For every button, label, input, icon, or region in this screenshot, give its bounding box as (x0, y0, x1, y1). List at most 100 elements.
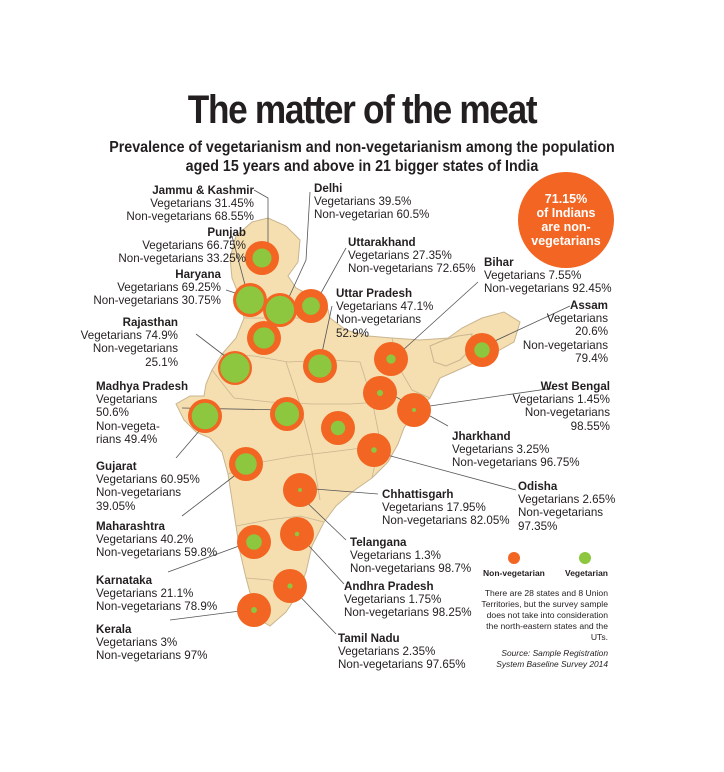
state-name: Delhi (314, 182, 343, 195)
label-jammu-kashmir: Jammu & Kashmir Vegetarians 31.45% Non-v… (126, 184, 254, 224)
bubble-veg-jharkhand (376, 389, 384, 397)
label-kerala: Kerala Vegetarians 3% Non-vegetarians 97… (96, 623, 208, 663)
label-jharkhand: Jharkhand Vegetarians 3.25% Non-vegetari… (452, 430, 580, 470)
state-veg-value: 50.6% (96, 406, 129, 420)
footnote: There are 28 states and 8 Union Territor… (481, 588, 608, 642)
state-bubbles (188, 241, 499, 627)
legend-veg-label: Vegetarian (565, 568, 608, 578)
state-veg: Vegetarians 1.75% (344, 593, 442, 607)
state-veg: Vegetarians (96, 393, 158, 407)
state-veg: Vegetarians 3% (96, 636, 178, 650)
state-name: Gujarat (96, 460, 137, 473)
label-tamil-nadu: Tamil Nadu Vegetarians 2.35% Non-vegetar… (338, 632, 466, 672)
state-nonveg: Non-vegeta- (96, 419, 160, 433)
state-nonveg: Non-vegetarians 97% (96, 649, 208, 663)
state-nonveg: Non-vegetarians 97.65% (338, 658, 466, 672)
callout-badge: 71.15% of Indians are non- vegetarians (518, 172, 614, 268)
state-nonveg: Non-vegetarians (524, 406, 610, 420)
state-nonveg: Non-vegetarians 92.45% (484, 282, 612, 296)
state-veg: Vegetarians (546, 312, 608, 326)
label-haryana: Haryana Vegetarians 69.25% Non-vegetaria… (93, 268, 221, 308)
state-veg: Vegetarians 31.45% (150, 197, 254, 211)
state-veg: Vegetarians 39.5% (314, 195, 412, 209)
bubble-veg-west-bengal (411, 407, 417, 413)
state-nonveg: Non-vegetarians (336, 313, 422, 327)
state-name: Haryana (175, 268, 221, 281)
state-name: Jammu & Kashmir (152, 184, 254, 197)
source-note: Source: Sample Registration System Basel… (496, 648, 608, 669)
state-veg: Vegetarians 3.25% (452, 443, 550, 457)
label-andhra-pradesh: Andhra Pradesh Vegetarians 1.75% Non-veg… (344, 580, 472, 620)
label-uttarakhand: Uttarakhand Vegetarians 27.35% Non-veget… (348, 236, 476, 276)
bubble-veg-uttarakhand (302, 297, 320, 315)
state-nonveg: Non-vegetarians (96, 486, 182, 500)
bubble-veg-kerala (251, 607, 257, 613)
state-nonveg: Non-vegetarians 68.55% (126, 210, 254, 224)
state-veg: Vegetarians 21.1% (96, 587, 194, 601)
state-nonveg: Non-vegetarians 82.05% (382, 514, 510, 528)
bubble-veg-telangana (298, 488, 302, 492)
bubble-veg-delhi (253, 327, 275, 349)
state-nonveg-value: 25.1% (145, 355, 178, 369)
state-nonveg-value: 39.05% (96, 499, 136, 513)
label-delhi: Delhi Vegetarians 39.5% Non-vegetarian 6… (314, 182, 429, 222)
state-veg: Vegetarians 1.3% (350, 549, 441, 563)
callout-line: of Indians (536, 206, 596, 220)
chart-title: The matter of the meat (187, 88, 538, 132)
state-nonveg: Non-vegetarians (518, 506, 604, 520)
state-nonveg: Non-vegetarians 96.75% (452, 456, 580, 470)
state-nonveg: Non-vegetarians 98.25% (344, 606, 472, 620)
label-uttar-pradesh: Uttar Pradesh Vegetarians 47.1% Non-vege… (336, 287, 433, 340)
state-veg: Vegetarians 66.75% (142, 239, 246, 253)
bubble-veg-jammu-kashmir (252, 248, 272, 268)
state-nonveg: Non-vegetarians 30.75% (93, 294, 221, 308)
state-veg: Vegetarians 40.2% (96, 533, 194, 547)
state-name: Bihar (484, 256, 514, 269)
state-veg: Vegetarians 1.45% (512, 393, 610, 407)
state-name: Punjab (207, 226, 246, 239)
state-name: Madhya Pradesh (96, 380, 189, 393)
state-name: Assam (569, 299, 608, 312)
state-nonveg-value: 98.55% (570, 419, 610, 433)
state-name: Telangana (350, 536, 407, 549)
state-nonveg: Non-vegetarians 98.7% (350, 562, 472, 576)
state-nonveg: Non-vegetarians 72.65% (348, 262, 476, 276)
bubble-veg-maharashtra (235, 453, 257, 475)
label-west-bengal: West Bengal Vegetarians 1.45% Non-vegeta… (513, 380, 610, 433)
label-madhya-pradesh: Madhya Pradesh Vegetarians 50.6% Non-veg… (96, 380, 188, 446)
state-veg: Vegetarians 2.35% (338, 645, 436, 659)
label-maharashtra: Maharashtra Vegetarians 40.2% Non-vegeta… (96, 520, 217, 560)
state-name: Andhra Pradesh (344, 580, 434, 593)
legend-nonveg-dot (508, 552, 520, 564)
label-odisha: Odisha Vegetarians 2.65% Non-vegetarians… (518, 480, 615, 533)
label-karnataka: Karnataka Vegetarians 21.1% Non-vegetari… (96, 574, 217, 614)
state-name: Tamil Nadu (338, 632, 400, 645)
state-veg: Vegetarians 47.1% (336, 300, 434, 314)
state-name: Maharashtra (96, 520, 165, 533)
label-gujarat: Gujarat Vegetarians 60.95% Non-vegetaria… (96, 460, 200, 513)
label-telangana: Telangana Vegetarians 1.3% Non-vegetaria… (350, 536, 471, 576)
bubble-veg-haryana (265, 295, 295, 325)
bubble-veg-tamil-nadu (287, 583, 293, 589)
state-nonveg: Non-vegetarians 59.8% (96, 546, 218, 560)
state-name: Karnataka (96, 574, 153, 587)
state-name: Jharkhand (452, 430, 511, 443)
bubble-veg-rajasthan (220, 353, 250, 383)
label-assam: Assam Vegetarians 20.6% Non-vegetarians … (523, 299, 608, 365)
state-nonveg: Non-vegetarians 33.25% (118, 252, 246, 266)
legend-nonveg-label: Non-vegetarian (483, 568, 545, 578)
state-nonveg-value: 97.35% (518, 519, 558, 533)
state-nonveg-value: 79.4% (575, 351, 608, 365)
state-veg-value: 20.6% (575, 325, 608, 339)
bubble-veg-karnataka (246, 534, 262, 550)
bubble-veg-uttar-pradesh (308, 354, 332, 378)
callout-line: vegetarians (531, 234, 601, 248)
bubble-veg-chhattisgarh (330, 420, 346, 436)
state-nonveg: Non-vegetarians (92, 342, 178, 356)
state-name: Kerala (96, 623, 132, 636)
state-nonveg-value: rians 49.4% (96, 432, 158, 446)
state-name: Chhattisgarh (382, 488, 454, 501)
state-veg: Vegetarians 2.65% (518, 493, 616, 507)
state-name: West Bengal (540, 380, 610, 393)
